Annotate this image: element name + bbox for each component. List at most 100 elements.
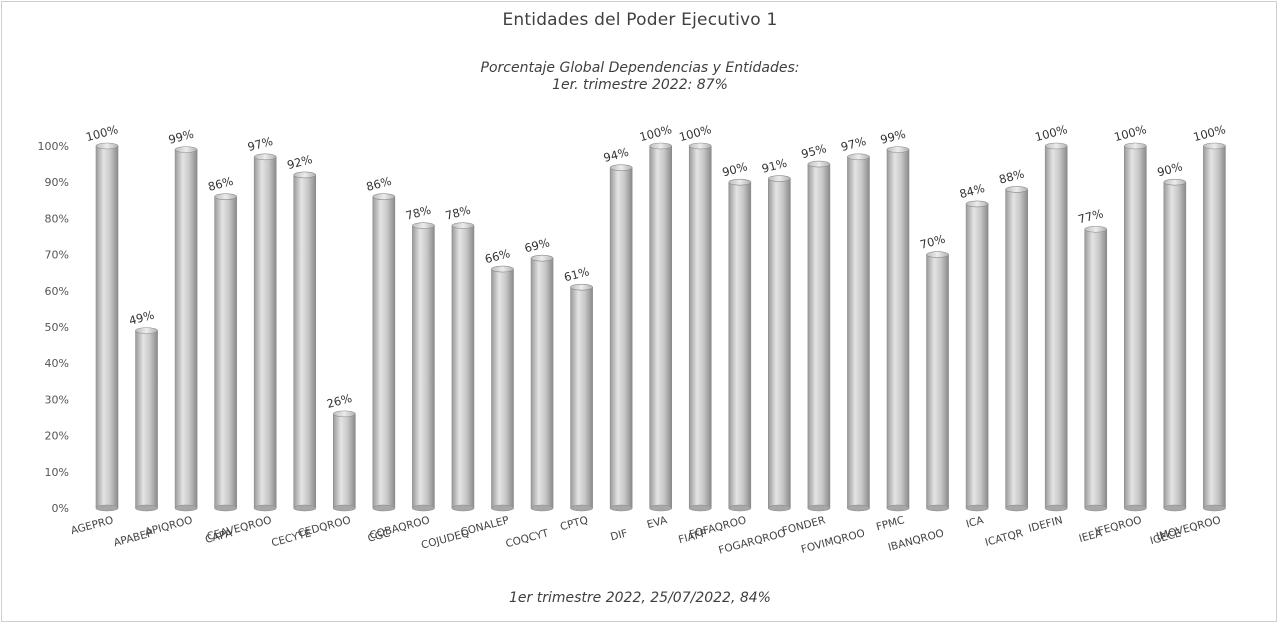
x-tick-label: ICA: [965, 514, 986, 530]
bar: [609, 167, 633, 509]
data-label: 100%: [1192, 122, 1227, 144]
bar-base: [1163, 504, 1187, 512]
bar-cap: [807, 160, 831, 168]
bar-base: [1005, 504, 1028, 512]
bar: [293, 174, 317, 509]
data-label: 49%: [127, 308, 155, 328]
bar-base: [135, 504, 158, 512]
bar-cap: [1084, 225, 1108, 233]
x-tick-label: IFEQROO: [1094, 514, 1143, 538]
data-label: 91%: [760, 156, 788, 176]
bar-cap: [728, 178, 752, 186]
y-tick-label: 40%: [45, 357, 69, 370]
data-label: 97%: [839, 134, 867, 154]
bar: [332, 413, 356, 509]
bar: [412, 225, 435, 509]
bar: [847, 156, 870, 509]
data-label: 100%: [84, 122, 119, 144]
data-label: 90%: [1156, 159, 1184, 179]
bar-cap: [95, 142, 119, 150]
x-tick-label: CONALEP: [459, 514, 510, 538]
bar-base: [768, 504, 791, 512]
data-label: 84%: [958, 181, 986, 201]
bar-base: [1084, 504, 1108, 512]
x-tick-label: COBAQROO: [368, 514, 431, 542]
bar-base: [253, 504, 277, 512]
bar-base: [649, 504, 673, 512]
data-label: 90%: [721, 159, 749, 179]
bar-base: [688, 504, 712, 512]
bars-group: [95, 142, 1226, 512]
data-labels-group: 100% 49% 99% 86% 97% 92% 26% 86% 78% 78% 66% 69% 61%…: [84, 122, 1227, 411]
bar: [1005, 189, 1028, 509]
x-tick-label: APIQROO: [144, 514, 194, 538]
bar-base: [926, 504, 949, 512]
bar: [214, 196, 237, 509]
bar-cap: [570, 283, 593, 291]
y-tick-label: 80%: [45, 212, 69, 225]
bar-cap: [530, 254, 554, 262]
bar-base: [1124, 504, 1147, 512]
data-label: 70%: [918, 232, 946, 252]
bar-cap: [412, 222, 435, 229]
data-label: 100%: [678, 122, 713, 144]
bar-base: [95, 504, 119, 512]
bar-cap: [174, 146, 198, 153]
data-label: 94%: [602, 145, 630, 165]
bar-base: [332, 504, 356, 512]
bar: [174, 149, 198, 509]
data-label: 66%: [483, 246, 511, 266]
bar-base: [451, 504, 475, 512]
y-tick-label: 30%: [45, 393, 69, 406]
bar-cap: [214, 193, 237, 200]
data-label: 95%: [800, 141, 828, 161]
bar-cap: [649, 142, 673, 150]
x-tick-label: CGC: [366, 527, 391, 544]
bar-base: [293, 504, 317, 512]
bar-cap: [768, 175, 791, 182]
bar-base: [965, 504, 989, 512]
data-label: 78%: [404, 203, 432, 223]
bar: [570, 286, 593, 509]
data-label: 99%: [879, 127, 907, 147]
bar-base: [174, 504, 198, 512]
bar: [768, 178, 791, 509]
bar-cap: [847, 153, 870, 161]
bar-base: [214, 504, 237, 512]
bar-cap: [372, 193, 396, 200]
bar-cap: [293, 171, 317, 179]
x-tick-label: FOFAQROO: [688, 514, 748, 541]
x-tick-label: FOVIMQROO: [800, 527, 866, 556]
bar-base: [1203, 504, 1226, 512]
data-label: 99%: [167, 127, 195, 147]
x-tick-label: DIF: [609, 527, 629, 543]
bar: [1084, 228, 1108, 509]
data-label: 86%: [206, 174, 234, 194]
chart-footer: 1er trimestre 2022, 25/07/2022, 84%: [509, 590, 771, 606]
bar: [530, 257, 554, 509]
bar: [649, 145, 673, 509]
bar: [728, 181, 752, 509]
bar: [372, 196, 396, 509]
data-label: 61%: [562, 264, 590, 284]
bar: [135, 330, 158, 509]
chart-subtitle-line2: 1er. trimestre 2022: 87%: [552, 77, 728, 93]
bar: [965, 203, 989, 509]
x-tick-label: FOGARQROO: [717, 527, 787, 556]
data-label: 100%: [1113, 122, 1148, 144]
bar-base: [372, 504, 396, 512]
bar-cap: [135, 327, 158, 334]
bar: [1124, 145, 1147, 509]
x-tick-label: FPMC: [875, 514, 906, 533]
bar: [926, 254, 949, 509]
bar-base: [530, 504, 554, 512]
data-label: 78%: [444, 203, 472, 223]
bar: [95, 145, 119, 509]
bar-cap: [253, 153, 277, 161]
bar: [886, 149, 910, 509]
x-tick-label: IDEFIN: [1027, 514, 1064, 535]
bar-cap: [332, 410, 356, 418]
